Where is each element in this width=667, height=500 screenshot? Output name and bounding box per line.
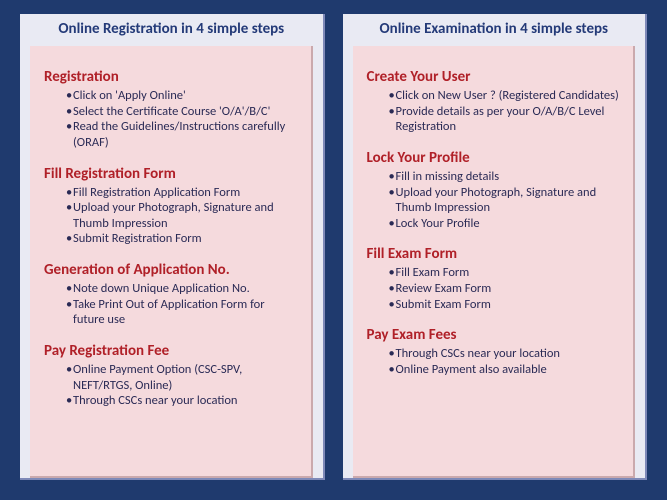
bullet-item: Fill Exam Form bbox=[389, 265, 622, 281]
bullet-list: Click on New User ? (Registered Candidat… bbox=[367, 88, 622, 135]
bullet-list: Through CSCs near your location Online P… bbox=[367, 346, 622, 377]
two-column-container: Online Registration in 4 simple steps Re… bbox=[20, 14, 647, 480]
section: Create Your User Click on New User ? (Re… bbox=[367, 68, 622, 135]
bullet-item: Review Exam Form bbox=[389, 281, 622, 297]
bullet-list: Fill Exam Form Review Exam Form Submit E… bbox=[367, 265, 622, 312]
section-title: Lock Your Profile bbox=[367, 149, 622, 167]
bullet-item: Select the Certificate Course 'O/A'/B/C' bbox=[66, 104, 299, 120]
section-title: Generation of Application No. bbox=[44, 261, 299, 279]
bullet-item: Provide details as per your O/A/B/C Leve… bbox=[389, 104, 622, 135]
section: Pay Registration Fee Online Payment Opti… bbox=[44, 342, 299, 409]
section: Fill Exam Form Fill Exam Form Review Exa… bbox=[367, 245, 622, 312]
panel-header: Online Registration in 4 simple steps bbox=[20, 14, 323, 46]
panel-body: Registration Click on 'Apply Online' Sel… bbox=[30, 46, 313, 478]
section: Fill Registration Form Fill Registration… bbox=[44, 165, 299, 248]
bullet-item: Fill Registration Application Form bbox=[66, 185, 299, 201]
bullet-list: Note down Unique Application No. Take Pr… bbox=[44, 281, 299, 328]
bullet-item: Upload your Photograph, Signature and Th… bbox=[66, 200, 299, 231]
section-title: Create Your User bbox=[367, 68, 622, 86]
bullet-item: Read the Guidelines/Instructions careful… bbox=[66, 119, 299, 150]
bullet-item: Take Print Out of Application Form for f… bbox=[66, 297, 299, 328]
bullet-item: Lock Your Profile bbox=[389, 216, 622, 232]
bullet-item: Through CSCs near your location bbox=[389, 346, 622, 362]
panel-examination: Online Examination in 4 simple steps Cre… bbox=[343, 14, 648, 480]
section: Registration Click on 'Apply Online' Sel… bbox=[44, 68, 299, 151]
bullet-list: Click on 'Apply Online' Select the Certi… bbox=[44, 88, 299, 151]
bullet-item: Upload your Photograph, Signature and Th… bbox=[389, 185, 622, 216]
section: Generation of Application No. Note down … bbox=[44, 261, 299, 328]
section: Lock Your Profile Fill in missing detail… bbox=[367, 149, 622, 232]
bullet-list: Fill Registration Application Form Uploa… bbox=[44, 185, 299, 248]
section-title: Pay Registration Fee bbox=[44, 342, 299, 360]
bullet-list: Fill in missing details Upload your Phot… bbox=[367, 169, 622, 232]
bullet-item: Note down Unique Application No. bbox=[66, 281, 299, 297]
section-title: Pay Exam Fees bbox=[367, 326, 622, 344]
bullet-item: Online Payment also available bbox=[389, 362, 622, 378]
panel-registration: Online Registration in 4 simple steps Re… bbox=[20, 14, 325, 480]
bullet-item: Online Payment Option (CSC-SPV, NEFT/RTG… bbox=[66, 362, 299, 393]
section: Pay Exam Fees Through CSCs near your loc… bbox=[367, 326, 622, 377]
section-title: Fill Exam Form bbox=[367, 245, 622, 263]
section-title: Fill Registration Form bbox=[44, 165, 299, 183]
bullet-item: Submit Registration Form bbox=[66, 231, 299, 247]
section-title: Registration bbox=[44, 68, 299, 86]
bullet-item: Submit Exam Form bbox=[389, 297, 622, 313]
bullet-list: Online Payment Option (CSC-SPV, NEFT/RTG… bbox=[44, 362, 299, 409]
panel-body: Create Your User Click on New User ? (Re… bbox=[353, 46, 636, 478]
bullet-item: Fill in missing details bbox=[389, 169, 622, 185]
bullet-item: Click on New User ? (Registered Candidat… bbox=[389, 88, 622, 104]
panel-header: Online Examination in 4 simple steps bbox=[343, 14, 646, 46]
bullet-item: Click on 'Apply Online' bbox=[66, 88, 299, 104]
bullet-item: Through CSCs near your location bbox=[66, 393, 299, 409]
